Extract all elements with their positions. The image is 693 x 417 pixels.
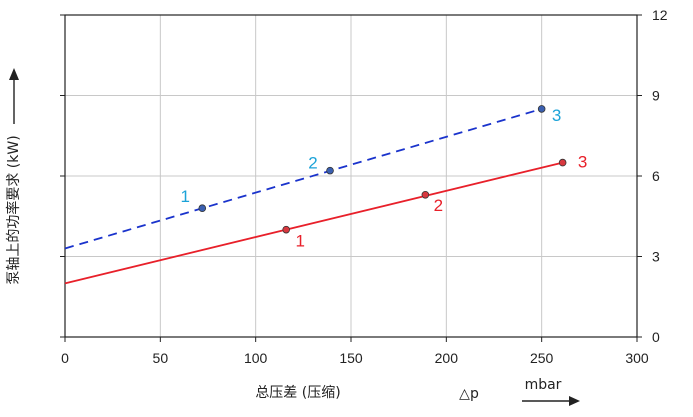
series-line bbox=[64, 108, 542, 250]
data-point bbox=[326, 166, 334, 175]
point-label: 2 bbox=[434, 196, 443, 215]
series-line bbox=[64, 161, 563, 285]
series-1: 1 2 3 bbox=[64, 105, 561, 250]
data-point bbox=[558, 158, 567, 167]
point-label: 3 bbox=[552, 106, 561, 125]
grid bbox=[65, 15, 637, 337]
x-axis-symbol: △p bbox=[459, 386, 479, 402]
point-label: 1 bbox=[295, 232, 304, 251]
y-tick-label: 9 bbox=[652, 88, 660, 104]
x-tick-labels: 0 50 100 150 200 250 300 bbox=[61, 337, 649, 366]
y-axis-arrow-icon bbox=[9, 68, 19, 124]
x-tick-label: 250 bbox=[530, 350, 554, 366]
x-tick-label: 150 bbox=[339, 350, 363, 366]
series-group: 1 2 3 1 2 3 bbox=[64, 105, 587, 285]
series-2: 1 2 3 bbox=[64, 153, 587, 285]
y-tick-label: 3 bbox=[652, 249, 660, 265]
data-point bbox=[421, 190, 430, 199]
y-tick-label: 6 bbox=[652, 168, 660, 184]
y-tick-label: 12 bbox=[652, 7, 668, 23]
x-tick-label: 100 bbox=[244, 350, 268, 366]
x-tick-label: 50 bbox=[153, 350, 169, 366]
x-axis-title: 总压差 (压缩) bbox=[255, 385, 340, 401]
y-axis-title: 泵轴上的功率要求 (kW) bbox=[5, 135, 22, 284]
x-tick-label: 200 bbox=[435, 350, 459, 366]
data-point bbox=[198, 204, 207, 213]
x-tick-label: 300 bbox=[625, 350, 649, 366]
point-label: 1 bbox=[181, 187, 190, 206]
y-tick-label: 0 bbox=[652, 329, 660, 345]
x-axis-unit: mbar bbox=[525, 377, 562, 393]
point-label: 2 bbox=[308, 154, 317, 173]
data-point bbox=[537, 105, 546, 113]
x-tick-label: 0 bbox=[61, 350, 69, 366]
data-point bbox=[282, 225, 290, 234]
x-axis-arrow-icon bbox=[522, 396, 580, 406]
point-label: 3 bbox=[578, 153, 587, 172]
